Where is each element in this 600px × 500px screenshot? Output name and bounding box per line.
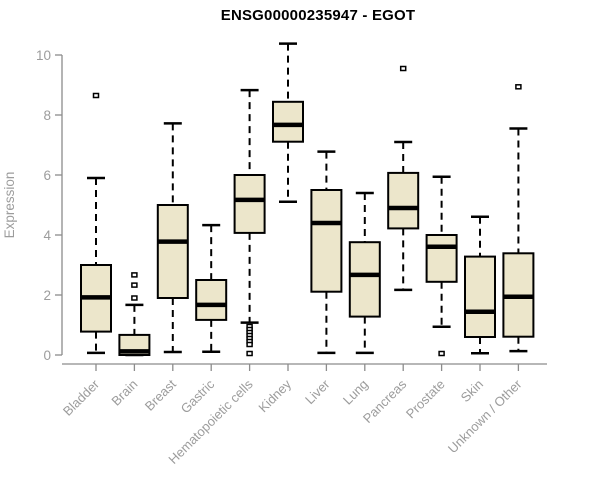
box-liver bbox=[310, 150, 343, 355]
x-tick-label-lung: Lung bbox=[340, 377, 371, 408]
iqr-box bbox=[195, 279, 228, 321]
y-tick-label: 0 bbox=[43, 348, 51, 363]
box-pancreas bbox=[387, 65, 420, 292]
outlier-marker bbox=[131, 272, 138, 278]
y-tick-label: 6 bbox=[43, 168, 51, 183]
outlier-marker bbox=[399, 65, 407, 72]
box-breast bbox=[156, 122, 189, 354]
y-tick-label: 8 bbox=[43, 108, 51, 123]
y-tick-label: 4 bbox=[43, 228, 51, 243]
box-prostate bbox=[425, 175, 458, 357]
outlier-marker bbox=[438, 350, 445, 357]
iqr-box bbox=[348, 241, 381, 318]
outlier-marker bbox=[246, 350, 253, 357]
iqr-box bbox=[156, 204, 189, 299]
y-axis-title: Expression bbox=[2, 172, 17, 239]
x-tick-label-skin: Skin bbox=[458, 377, 486, 405]
box-brain bbox=[118, 272, 151, 357]
iqr-box bbox=[387, 171, 420, 230]
y-tick-label: 10 bbox=[36, 48, 51, 63]
box-unknown-other bbox=[502, 84, 535, 353]
iqr-box bbox=[464, 255, 496, 339]
box-hematopoietic-cells bbox=[233, 88, 266, 357]
outlier-marker bbox=[131, 295, 138, 301]
outlier-marker bbox=[131, 282, 138, 288]
box-bladder bbox=[80, 92, 112, 355]
box-kidney bbox=[272, 42, 304, 203]
iqr-box bbox=[233, 174, 266, 234]
x-tick-label-bladder: Bladder bbox=[60, 376, 103, 419]
iqr-box bbox=[425, 234, 458, 283]
chart-title: ENSG00000235947 - EGOT bbox=[220, 7, 416, 24]
outlier-marker bbox=[246, 341, 253, 348]
iqr-box bbox=[272, 100, 304, 143]
x-tick-label-brain: Brain bbox=[108, 377, 140, 409]
x-tick-label-breast: Breast bbox=[142, 376, 179, 413]
y-tick-label: 2 bbox=[43, 288, 51, 303]
x-tick-label-kidney: Kidney bbox=[255, 376, 294, 415]
iqr-box bbox=[310, 189, 343, 293]
outlier-marker bbox=[92, 92, 100, 99]
x-tick-label-prostate: Prostate bbox=[403, 377, 448, 422]
x-tick-label-liver: Liver bbox=[302, 376, 333, 407]
box-skin bbox=[464, 215, 496, 355]
box-lung bbox=[348, 191, 381, 355]
box-gastric bbox=[195, 223, 228, 353]
outlier-marker bbox=[515, 84, 522, 90]
